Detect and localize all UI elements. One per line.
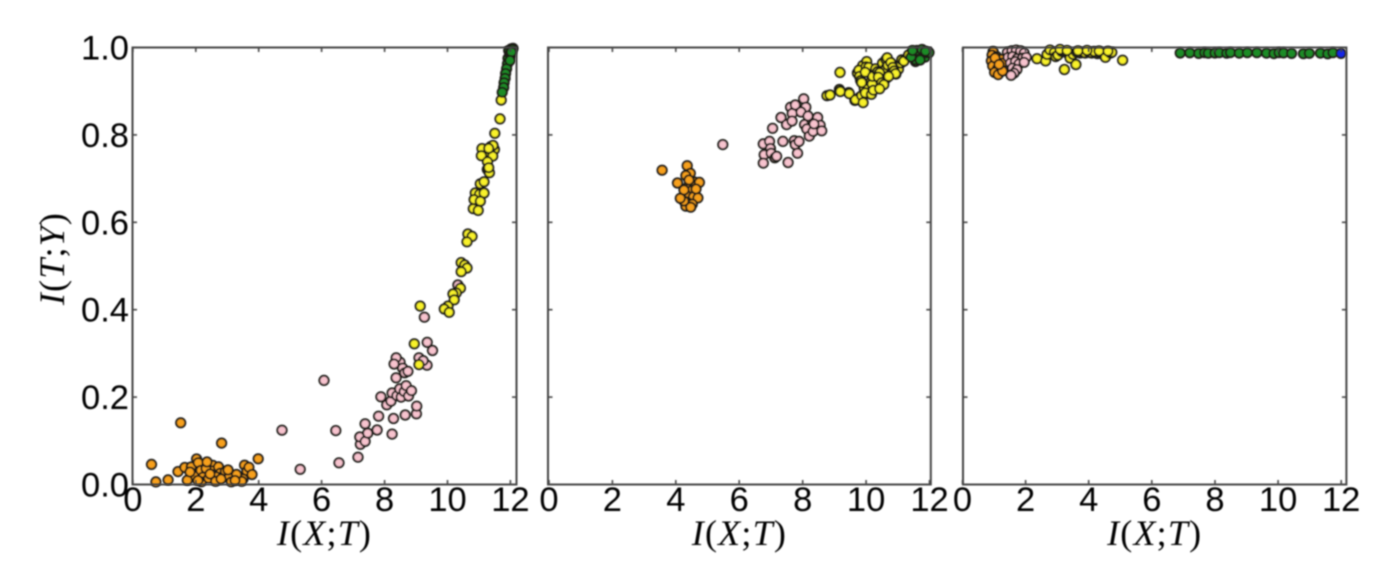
svg-text:0: 0 <box>123 481 142 519</box>
svg-text:1.0: 1.0 <box>81 30 129 68</box>
svg-text:4: 4 <box>249 481 268 519</box>
svg-text:12: 12 <box>1322 481 1360 519</box>
svg-text:6: 6 <box>1142 481 1161 519</box>
svg-text:0.8: 0.8 <box>81 117 129 155</box>
svg-text:I(X;T): I(X;T) <box>1106 513 1202 553</box>
svg-text:I(X;T): I(X;T) <box>276 513 372 553</box>
svg-text:2: 2 <box>1016 481 1035 519</box>
svg-text:6: 6 <box>312 481 331 519</box>
svg-text:8: 8 <box>1205 481 1224 519</box>
svg-text:0.6: 0.6 <box>81 204 129 242</box>
svg-text:4: 4 <box>1079 481 1098 519</box>
svg-text:0.2: 0.2 <box>81 379 129 417</box>
svg-text:12: 12 <box>491 481 529 519</box>
svg-text:8: 8 <box>375 481 394 519</box>
svg-text:0.0: 0.0 <box>81 467 129 505</box>
svg-text:I(T;Y): I(T;Y) <box>32 212 72 306</box>
svg-text:0: 0 <box>539 481 558 519</box>
svg-text:10: 10 <box>428 481 466 519</box>
svg-text:12: 12 <box>910 481 948 519</box>
svg-text:0: 0 <box>953 481 972 519</box>
svg-text:6: 6 <box>730 481 749 519</box>
svg-text:4: 4 <box>666 481 685 519</box>
svg-text:I(X;T): I(X;T) <box>691 513 787 553</box>
svg-text:2: 2 <box>603 481 622 519</box>
svg-text:10: 10 <box>1259 481 1297 519</box>
svg-text:0.4: 0.4 <box>81 292 129 330</box>
svg-text:2: 2 <box>186 481 205 519</box>
svg-text:10: 10 <box>847 481 885 519</box>
svg-text:8: 8 <box>793 481 812 519</box>
